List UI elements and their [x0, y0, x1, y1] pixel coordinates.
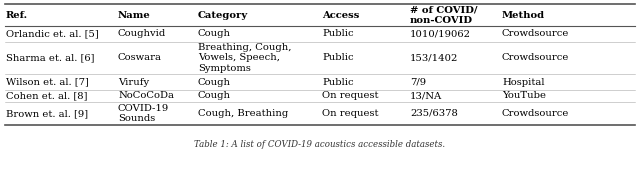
Text: Coswara: Coswara	[118, 54, 162, 62]
Text: On request: On request	[322, 91, 378, 100]
Text: Cough: Cough	[198, 91, 231, 100]
Text: Crowdsource: Crowdsource	[502, 30, 570, 38]
Text: Public: Public	[322, 30, 354, 38]
Text: Breathing, Cough,
Vowels, Speech,
Symptoms: Breathing, Cough, Vowels, Speech, Sympto…	[198, 43, 291, 73]
Text: Table 1: A list of COVID-19 acoustics accessible datasets.: Table 1: A list of COVID-19 acoustics ac…	[195, 140, 445, 149]
Text: 1010/19062: 1010/19062	[410, 30, 471, 38]
Text: YouTube: YouTube	[502, 91, 546, 100]
Text: Access: Access	[322, 11, 360, 20]
Text: Virufy: Virufy	[118, 78, 149, 86]
Text: Name: Name	[118, 11, 151, 20]
Text: Hospital: Hospital	[502, 78, 545, 86]
Text: Crowdsource: Crowdsource	[502, 109, 570, 118]
Text: Sharma et. al. [6]: Sharma et. al. [6]	[6, 54, 95, 62]
Text: Cough, Breathing: Cough, Breathing	[198, 109, 288, 118]
Text: Crowdsource: Crowdsource	[502, 54, 570, 62]
Text: Orlandic et. al. [5]: Orlandic et. al. [5]	[6, 30, 99, 38]
Text: 7/9: 7/9	[410, 78, 426, 86]
Text: Coughvid: Coughvid	[118, 30, 166, 38]
Text: Public: Public	[322, 54, 354, 62]
Text: COVID-19
Sounds: COVID-19 Sounds	[118, 104, 169, 123]
Text: 13/NA: 13/NA	[410, 91, 442, 100]
Text: Brown et. al. [9]: Brown et. al. [9]	[6, 109, 88, 118]
Text: NoCoCoDa: NoCoCoDa	[118, 91, 174, 100]
Text: Cough: Cough	[198, 30, 231, 38]
Text: 153/1402: 153/1402	[410, 54, 458, 62]
Text: Category: Category	[198, 11, 248, 20]
Text: Cohen et. al. [8]: Cohen et. al. [8]	[6, 91, 88, 100]
Text: Public: Public	[322, 78, 354, 86]
Text: # of COVID/
non-COVID: # of COVID/ non-COVID	[410, 5, 477, 25]
Text: Method: Method	[502, 11, 545, 20]
Text: Ref.: Ref.	[6, 11, 28, 20]
Text: 235/6378: 235/6378	[410, 109, 458, 118]
Text: Cough: Cough	[198, 78, 231, 86]
Text: Wilson et. al. [7]: Wilson et. al. [7]	[6, 78, 89, 86]
Text: On request: On request	[322, 109, 378, 118]
